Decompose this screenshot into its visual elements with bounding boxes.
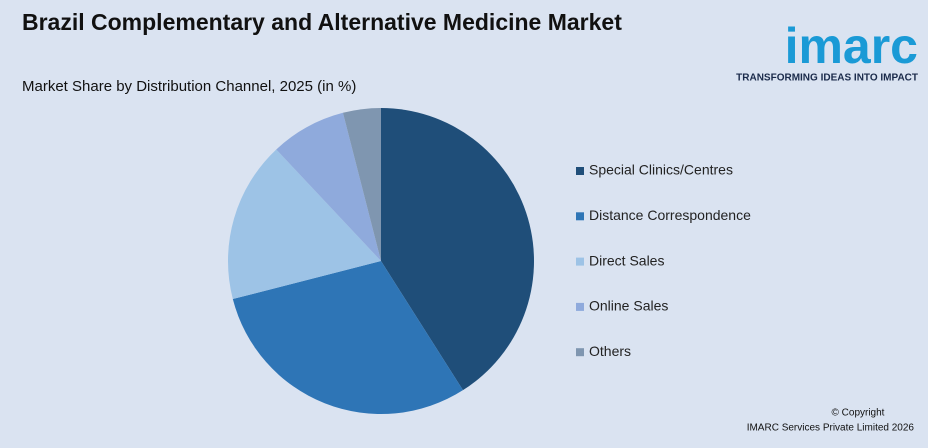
- pie-slice: [228, 149, 381, 300]
- legend-swatch: [576, 302, 584, 311]
- pie-slice: [232, 261, 463, 414]
- legend-label: Special Clinics/Centres: [589, 162, 733, 178]
- chart-subtitle: Market Share by Distribution Channel, 20…: [22, 78, 356, 95]
- pie-slice: [342, 108, 381, 261]
- legend-label: Direct Sales: [589, 252, 664, 268]
- chart-title: Brazil Complementary and Alternative Med…: [22, 9, 622, 35]
- pie-slice: [381, 108, 535, 391]
- legend-label: Others: [589, 343, 631, 359]
- logo-tagline: TRANSFORMING IDEAS INTO IMPACT: [736, 73, 918, 84]
- copyright: © Copyright: [832, 408, 885, 419]
- legend-swatch: [576, 212, 584, 221]
- logo-name: imarc: [785, 18, 918, 74]
- legend-swatch: [576, 257, 584, 266]
- legend-label: Online Sales: [589, 298, 668, 314]
- legend-swatch: [576, 167, 584, 175]
- company: IMARC Services Private Limited 2026: [747, 423, 915, 434]
- pie-slice: [276, 112, 381, 261]
- legend-swatch: [576, 348, 584, 357]
- legend-label: Distance Correspondence: [589, 207, 751, 223]
